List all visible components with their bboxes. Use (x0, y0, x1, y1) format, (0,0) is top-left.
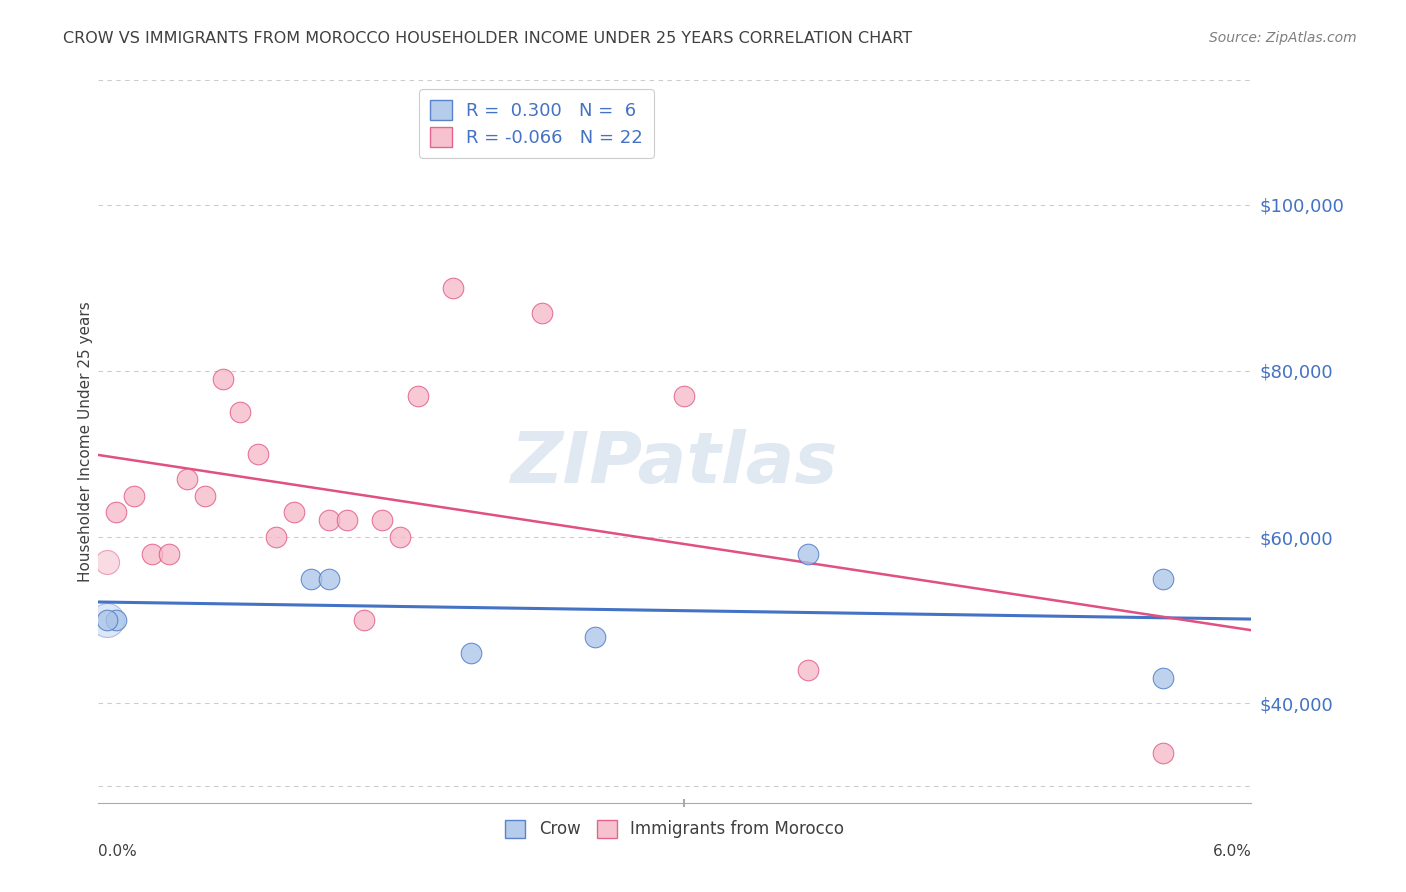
Point (96, 555, 118, 569)
Point (157, 547, 180, 561)
Point (388, 530, 411, 544)
Point (1152, 746, 1174, 760)
Point (797, 663, 820, 677)
Point (336, 513, 359, 527)
Point (672, 389, 695, 403)
Point (283, 505, 305, 519)
Point (318, 572, 340, 586)
Point (264, 530, 287, 544)
Point (194, 489, 217, 503)
Point (460, 646, 482, 660)
Point (530, 306, 553, 320)
Point (105, 613, 128, 627)
Point (96, 613, 118, 627)
Point (583, 630, 606, 644)
Point (176, 472, 198, 486)
Point (318, 513, 340, 527)
Point (211, 372, 233, 386)
Point (406, 389, 429, 403)
Point (371, 513, 394, 527)
Point (122, 489, 145, 503)
Legend: Crow, Immigrants from Morocco: Crow, Immigrants from Morocco (499, 813, 851, 845)
Point (1152, 572, 1174, 586)
Text: ZIPatlas: ZIPatlas (512, 429, 838, 498)
Point (247, 447, 270, 461)
Point (141, 547, 163, 561)
Text: 0.0%: 0.0% (98, 845, 138, 859)
Text: CROW VS IMMIGRANTS FROM MOROCCO HOUSEHOLDER INCOME UNDER 25 YEARS CORRELATION CH: CROW VS IMMIGRANTS FROM MOROCCO HOUSEHOL… (63, 31, 912, 46)
Point (797, 547, 820, 561)
Point (299, 572, 322, 586)
Point (96, 613, 118, 627)
Point (229, 405, 252, 419)
Point (1152, 671, 1174, 685)
Point (353, 613, 375, 627)
Point (441, 281, 464, 295)
Y-axis label: Householder Income Under 25 years: Householder Income Under 25 years (77, 301, 93, 582)
Text: 6.0%: 6.0% (1212, 845, 1251, 859)
Point (105, 505, 128, 519)
Text: Source: ZipAtlas.com: Source: ZipAtlas.com (1209, 31, 1357, 45)
